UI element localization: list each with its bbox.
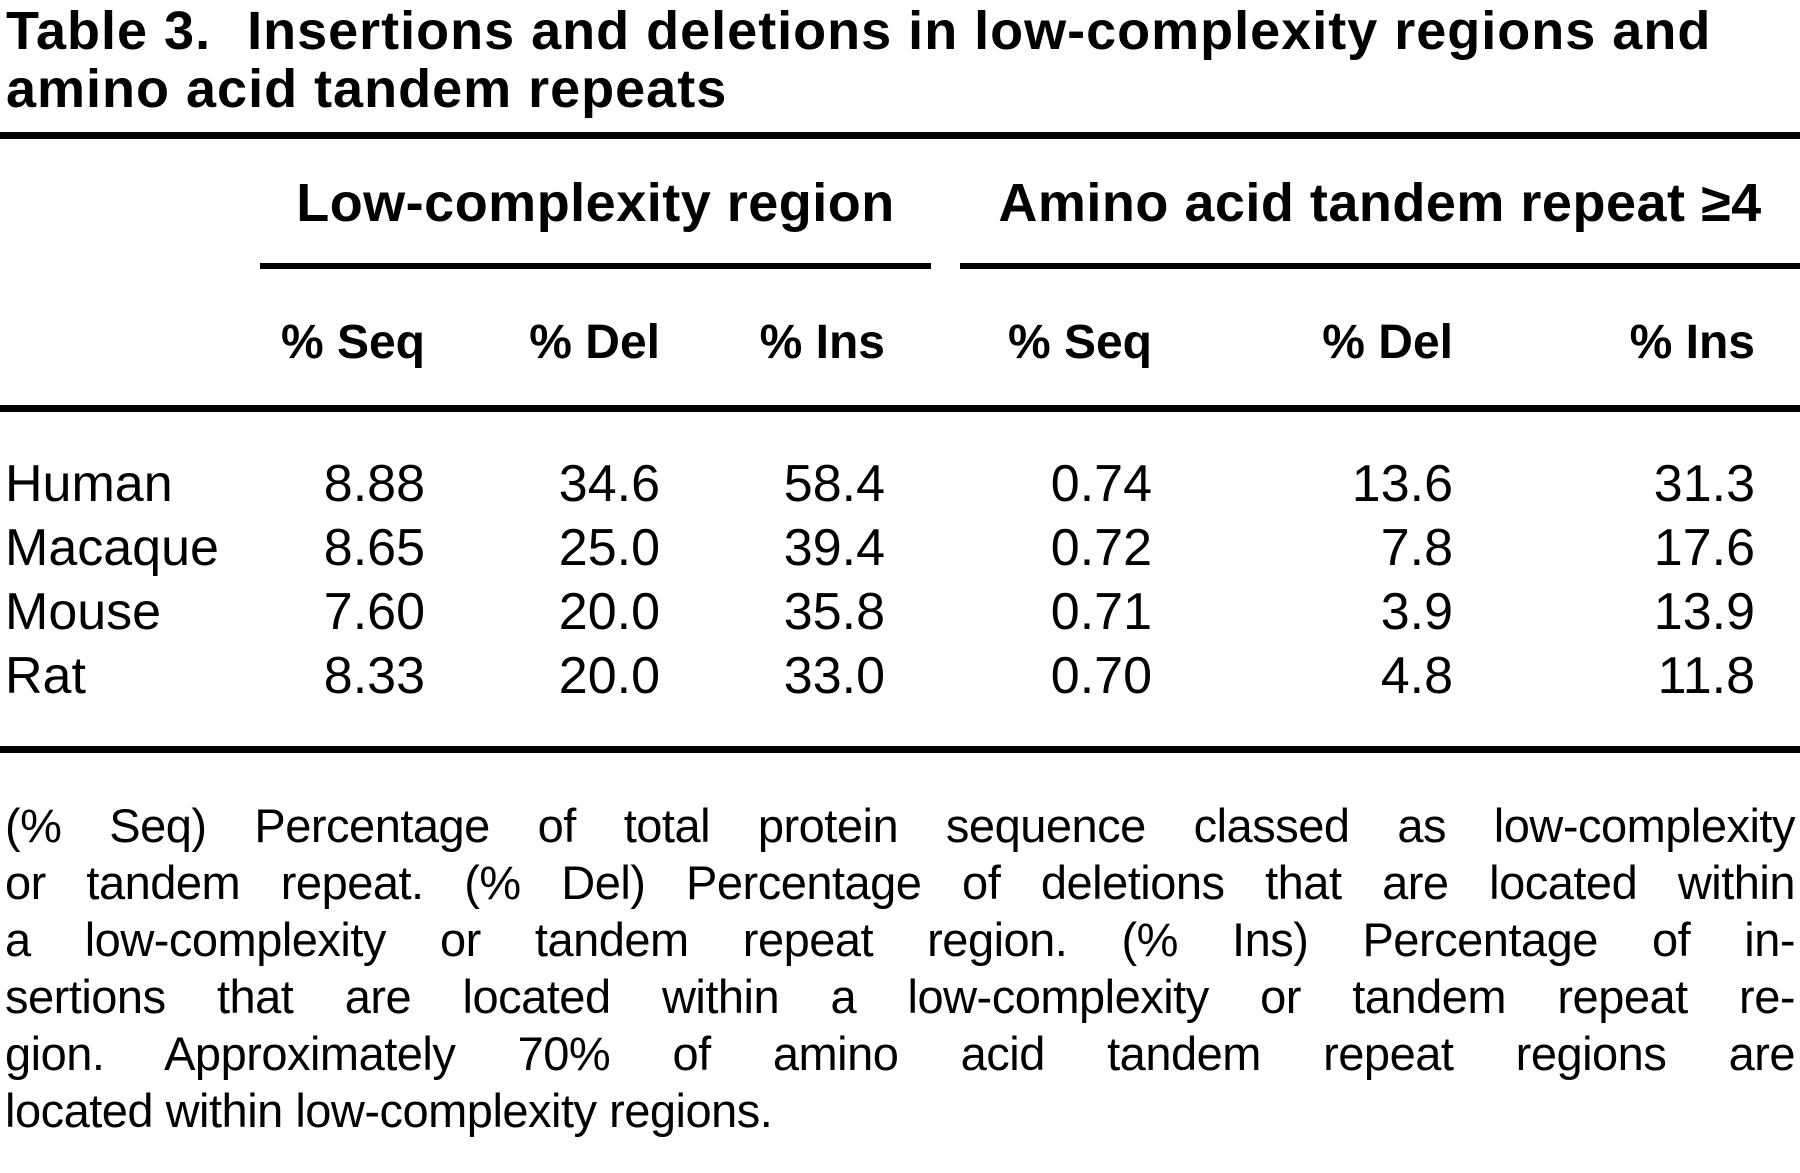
row-label-rat: Rat (5, 647, 86, 705)
cell-macaque-tr-seq: 0.72 (1050, 519, 1152, 577)
column-group-tandem-repeat: Amino acid tandem repeat ≥4 (960, 139, 1800, 269)
subheader-lcr-ins: % Ins (759, 316, 885, 369)
bottom-rule (0, 746, 1800, 753)
table-body: Human 8.88 34.6 58.4 0.74 13.6 31.3 Maca… (0, 452, 1800, 708)
footnote-line-1: (% Seq) Percentage of total protein sequ… (5, 799, 1796, 852)
table-header: Low-complexity region Amino acid tandem … (0, 139, 1800, 371)
footnote-line-6: located within low-complexity regions. (5, 1084, 773, 1137)
table-title: Table 3. Insertions and deletions in low-… (0, 0, 1800, 118)
row-label-human: Human (5, 455, 173, 513)
cell-macaque-tr-del: 7.8 (1380, 519, 1453, 577)
subheader-tr-seq: % Seq (1007, 316, 1152, 369)
title-line-2: amino acid tandem repeats (6, 59, 728, 119)
cell-mouse-tr-ins: 13.9 (1653, 583, 1755, 641)
cell-rat-tr-ins: 11.8 (1657, 647, 1755, 705)
footnote-line-2: or tandem repeat. (% Del) Percentage of … (5, 856, 1796, 909)
header-rule (0, 405, 1800, 412)
cell-macaque-lcr-ins: 39.4 (783, 519, 885, 577)
top-rule (0, 132, 1800, 139)
cell-human-tr-ins: 31.3 (1653, 455, 1755, 513)
cell-mouse-lcr-del: 20.0 (558, 583, 660, 641)
subheader-tr-del: % Del (1322, 316, 1453, 369)
cell-human-lcr-ins: 58.4 (783, 455, 885, 513)
cell-mouse-lcr-seq: 7.60 (323, 583, 425, 641)
subheader-lcr-del: % Del (529, 316, 660, 369)
cell-macaque-lcr-del: 25.0 (558, 519, 660, 577)
title-line-1: Table 3. Insertions and deletions in low-… (6, 2, 1800, 60)
cell-rat-lcr-del: 20.0 (558, 647, 660, 705)
footnote-line-4: sertions that are located within a low-c… (5, 970, 1796, 1023)
cell-human-lcr-del: 34.6 (558, 455, 660, 513)
row-label-macaque: Macaque (5, 519, 219, 577)
cell-mouse-lcr-ins: 35.8 (783, 583, 885, 641)
subheader-tr-ins: % Ins (1629, 316, 1755, 369)
cell-rat-tr-del: 4.8 (1380, 647, 1453, 705)
cell-mouse-tr-seq: 0.71 (1050, 583, 1152, 641)
cell-human-lcr-seq: 8.88 (323, 455, 425, 513)
cell-human-tr-del: 13.6 (1351, 455, 1453, 513)
column-group-low-complexity: Low-complexity region (260, 139, 931, 269)
cell-macaque-tr-ins: 17.6 (1653, 519, 1755, 577)
title-text: Insertions and deletions in low-complexi… (247, 1, 1712, 61)
cell-macaque-lcr-seq: 8.65 (323, 519, 425, 577)
cell-mouse-tr-del: 3.9 (1380, 583, 1453, 641)
corner-cell (0, 269, 230, 371)
subheader-lcr-seq: % Seq (280, 316, 425, 369)
footnote-line-5: gion. Approximately 70% of amino acid ta… (5, 1027, 1796, 1080)
cell-rat-lcr-seq: 8.33 (323, 647, 425, 705)
cell-rat-tr-seq: 0.70 (1050, 647, 1152, 705)
cell-rat-lcr-ins: 33.0 (783, 647, 885, 705)
footnote-line-3: a low-complexity or tandem repeat region… (5, 913, 1796, 966)
row-label-mouse: Mouse (5, 583, 162, 641)
table-footnote: (% Seq) Percentage of total protein sequ… (0, 797, 1800, 1139)
cell-human-tr-seq: 0.74 (1050, 455, 1152, 513)
table-number: Table 3. (6, 1, 212, 61)
